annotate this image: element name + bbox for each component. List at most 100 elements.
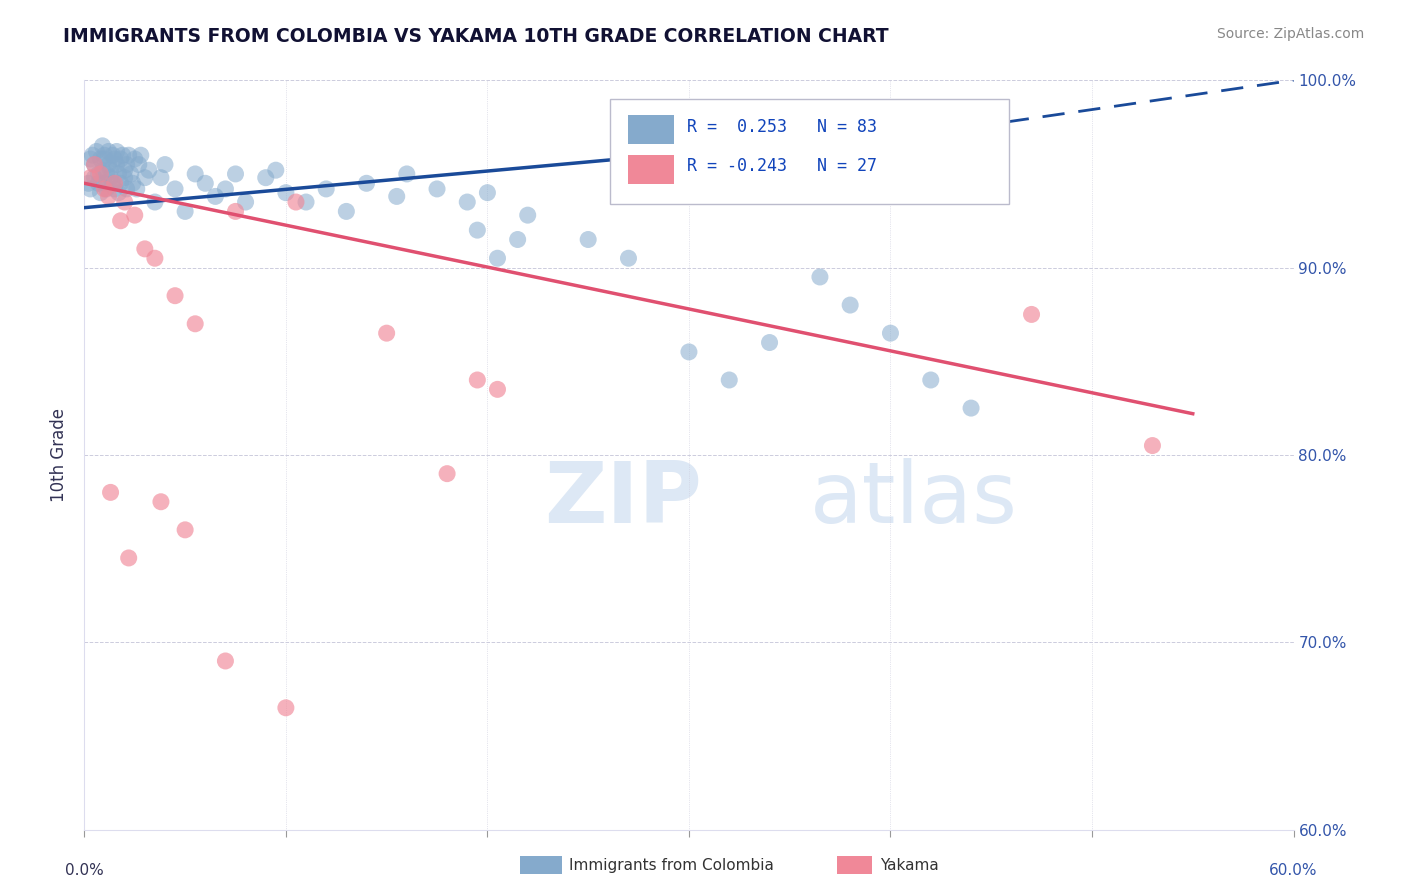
Point bbox=[114, 170, 136, 185]
Point bbox=[204, 189, 226, 203]
Point bbox=[89, 152, 111, 166]
Point bbox=[93, 148, 115, 162]
Point bbox=[97, 157, 120, 171]
Point bbox=[79, 182, 101, 196]
Point bbox=[879, 326, 901, 340]
Point bbox=[920, 373, 942, 387]
Text: ZIP: ZIP bbox=[544, 458, 702, 541]
Point bbox=[467, 373, 489, 387]
Point bbox=[214, 182, 236, 196]
Point bbox=[101, 148, 124, 162]
Text: IMMIGRANTS FROM COLOMBIA VS YAKAMA 10TH GRADE CORRELATION CHART: IMMIGRANTS FROM COLOMBIA VS YAKAMA 10TH … bbox=[63, 27, 889, 45]
Point bbox=[486, 251, 509, 265]
Point bbox=[395, 167, 418, 181]
Point bbox=[105, 157, 128, 171]
Point bbox=[83, 157, 105, 171]
Point bbox=[134, 170, 156, 185]
Point bbox=[174, 523, 197, 537]
Text: R =  0.253   N = 83: R = 0.253 N = 83 bbox=[686, 118, 876, 136]
Point bbox=[96, 167, 118, 181]
Point bbox=[295, 194, 318, 209]
Point bbox=[1142, 438, 1164, 452]
Point bbox=[165, 288, 187, 302]
Text: Source: ZipAtlas.com: Source: ZipAtlas.com bbox=[1216, 27, 1364, 41]
FancyBboxPatch shape bbox=[628, 155, 675, 184]
Point bbox=[101, 176, 124, 190]
Point bbox=[194, 176, 217, 190]
Point bbox=[114, 194, 136, 209]
Point bbox=[100, 163, 122, 178]
Point bbox=[97, 189, 120, 203]
Point bbox=[114, 163, 136, 178]
Point bbox=[115, 157, 138, 171]
Point bbox=[82, 148, 104, 162]
Point bbox=[79, 152, 101, 166]
Point bbox=[1021, 307, 1043, 321]
Point bbox=[107, 167, 129, 181]
Point bbox=[254, 170, 277, 185]
Point bbox=[385, 189, 408, 203]
Point bbox=[93, 152, 115, 166]
FancyBboxPatch shape bbox=[628, 115, 675, 144]
Point bbox=[110, 213, 132, 227]
Text: 0.0%: 0.0% bbox=[65, 863, 104, 879]
Point bbox=[83, 157, 105, 171]
Point bbox=[274, 700, 297, 714]
Point bbox=[83, 170, 105, 185]
FancyBboxPatch shape bbox=[610, 99, 1010, 204]
Point bbox=[235, 194, 257, 209]
Point bbox=[315, 182, 337, 196]
Point bbox=[456, 194, 478, 209]
Point bbox=[124, 208, 146, 222]
Point bbox=[264, 163, 287, 178]
Point bbox=[100, 485, 122, 500]
Point bbox=[165, 182, 187, 196]
Point bbox=[153, 157, 176, 171]
Point bbox=[100, 170, 122, 185]
Point bbox=[93, 176, 115, 190]
Point bbox=[125, 182, 148, 196]
Point bbox=[960, 401, 983, 415]
Point bbox=[96, 182, 118, 196]
Point bbox=[184, 317, 207, 331]
Point bbox=[93, 182, 115, 196]
Point bbox=[124, 152, 146, 166]
Point bbox=[375, 326, 398, 340]
Point bbox=[477, 186, 499, 200]
Point bbox=[149, 494, 172, 508]
Point bbox=[426, 182, 449, 196]
Point bbox=[149, 170, 172, 185]
Point bbox=[516, 208, 538, 222]
Point bbox=[129, 148, 152, 162]
Point bbox=[118, 148, 141, 162]
Point bbox=[104, 182, 127, 196]
Point bbox=[107, 186, 129, 200]
Point bbox=[486, 382, 509, 396]
Point bbox=[839, 298, 862, 312]
Point bbox=[617, 251, 640, 265]
Point bbox=[105, 145, 128, 159]
Point bbox=[356, 176, 378, 190]
Point bbox=[79, 170, 101, 185]
Text: Yakama: Yakama bbox=[880, 858, 939, 872]
Text: atlas: atlas bbox=[810, 458, 1018, 541]
Point bbox=[576, 232, 599, 246]
Point bbox=[436, 467, 458, 481]
Point bbox=[87, 167, 110, 181]
Point bbox=[174, 204, 197, 219]
Point bbox=[110, 176, 132, 190]
Point bbox=[118, 550, 141, 566]
Point bbox=[214, 654, 236, 668]
Point bbox=[134, 242, 156, 256]
Point bbox=[77, 176, 100, 190]
Point bbox=[506, 232, 529, 246]
Point bbox=[121, 176, 143, 190]
Point bbox=[91, 163, 114, 178]
Point bbox=[120, 167, 142, 181]
Point bbox=[110, 152, 132, 166]
Point bbox=[111, 148, 134, 162]
Text: R = -0.243   N = 27: R = -0.243 N = 27 bbox=[686, 158, 876, 176]
Point bbox=[138, 163, 160, 178]
Point bbox=[758, 335, 780, 350]
Point bbox=[143, 194, 166, 209]
